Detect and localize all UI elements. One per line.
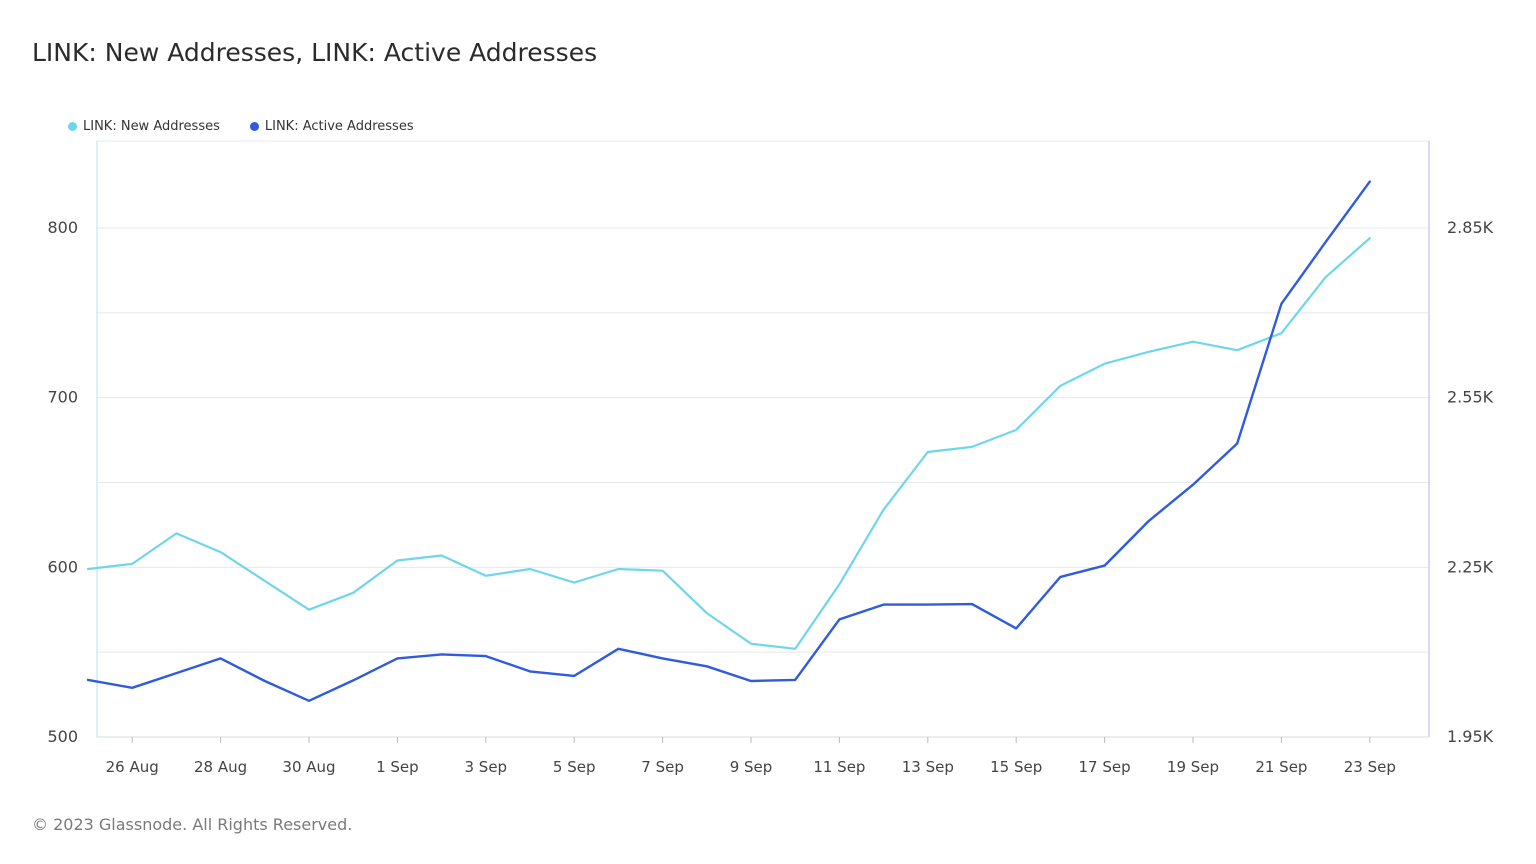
- x-tick-label: 9 Sep: [730, 758, 773, 776]
- y-left-tick-label: 500: [47, 727, 78, 746]
- x-tick-label: 5 Sep: [553, 758, 596, 776]
- y-right-tick-label: 2.55K: [1447, 388, 1494, 407]
- y-right-tick-label: 1.95K: [1447, 727, 1494, 746]
- x-tick-label: 30 Aug: [282, 758, 335, 776]
- x-tick-label: 11 Sep: [813, 758, 865, 776]
- series-line-active-addresses: [86, 180, 1372, 702]
- x-tick-label: 13 Sep: [902, 758, 954, 776]
- y-left-tick-label: 600: [47, 557, 78, 576]
- legend-dot-icon: [68, 122, 77, 131]
- y-left-tick-label: 800: [47, 218, 78, 237]
- x-tick-label: 3 Sep: [465, 758, 508, 776]
- y-right-tick-label: 2.85K: [1447, 218, 1494, 237]
- legend-label: LINK: New Addresses: [83, 119, 220, 134]
- chart-title: LINK: New Addresses, LINK: Active Addres…: [32, 38, 598, 67]
- x-tick-label: 28 Aug: [194, 758, 247, 776]
- legend-item-new-addresses[interactable]: LINK: New Addresses: [68, 119, 220, 134]
- x-tick-label: 23 Sep: [1344, 758, 1396, 776]
- x-tick-label: 1 Sep: [376, 758, 419, 776]
- legend-item-active-addresses[interactable]: LINK: Active Addresses: [249, 119, 414, 134]
- copyright-notice: © 2023 Glassnode. All Rights Reserved.: [32, 815, 353, 834]
- y-right-tick-label: 2.25K: [1447, 557, 1494, 576]
- legend-dot-icon: [249, 122, 259, 131]
- legend: LINK: New Addresses LINK: Active Address…: [68, 119, 414, 134]
- x-tick-label: 26 Aug: [106, 758, 159, 776]
- series-line-new-addresses: [86, 237, 1371, 650]
- x-tick-label: 19 Sep: [1167, 758, 1219, 776]
- x-tick-label: 21 Sep: [1255, 758, 1307, 776]
- x-tick-label: 17 Sep: [1079, 758, 1131, 776]
- x-tick-label: 7 Sep: [641, 758, 684, 776]
- legend-label: LINK: Active Addresses: [264, 119, 414, 134]
- y-left-tick-label: 700: [47, 388, 78, 407]
- x-tick-label: 15 Sep: [990, 758, 1042, 776]
